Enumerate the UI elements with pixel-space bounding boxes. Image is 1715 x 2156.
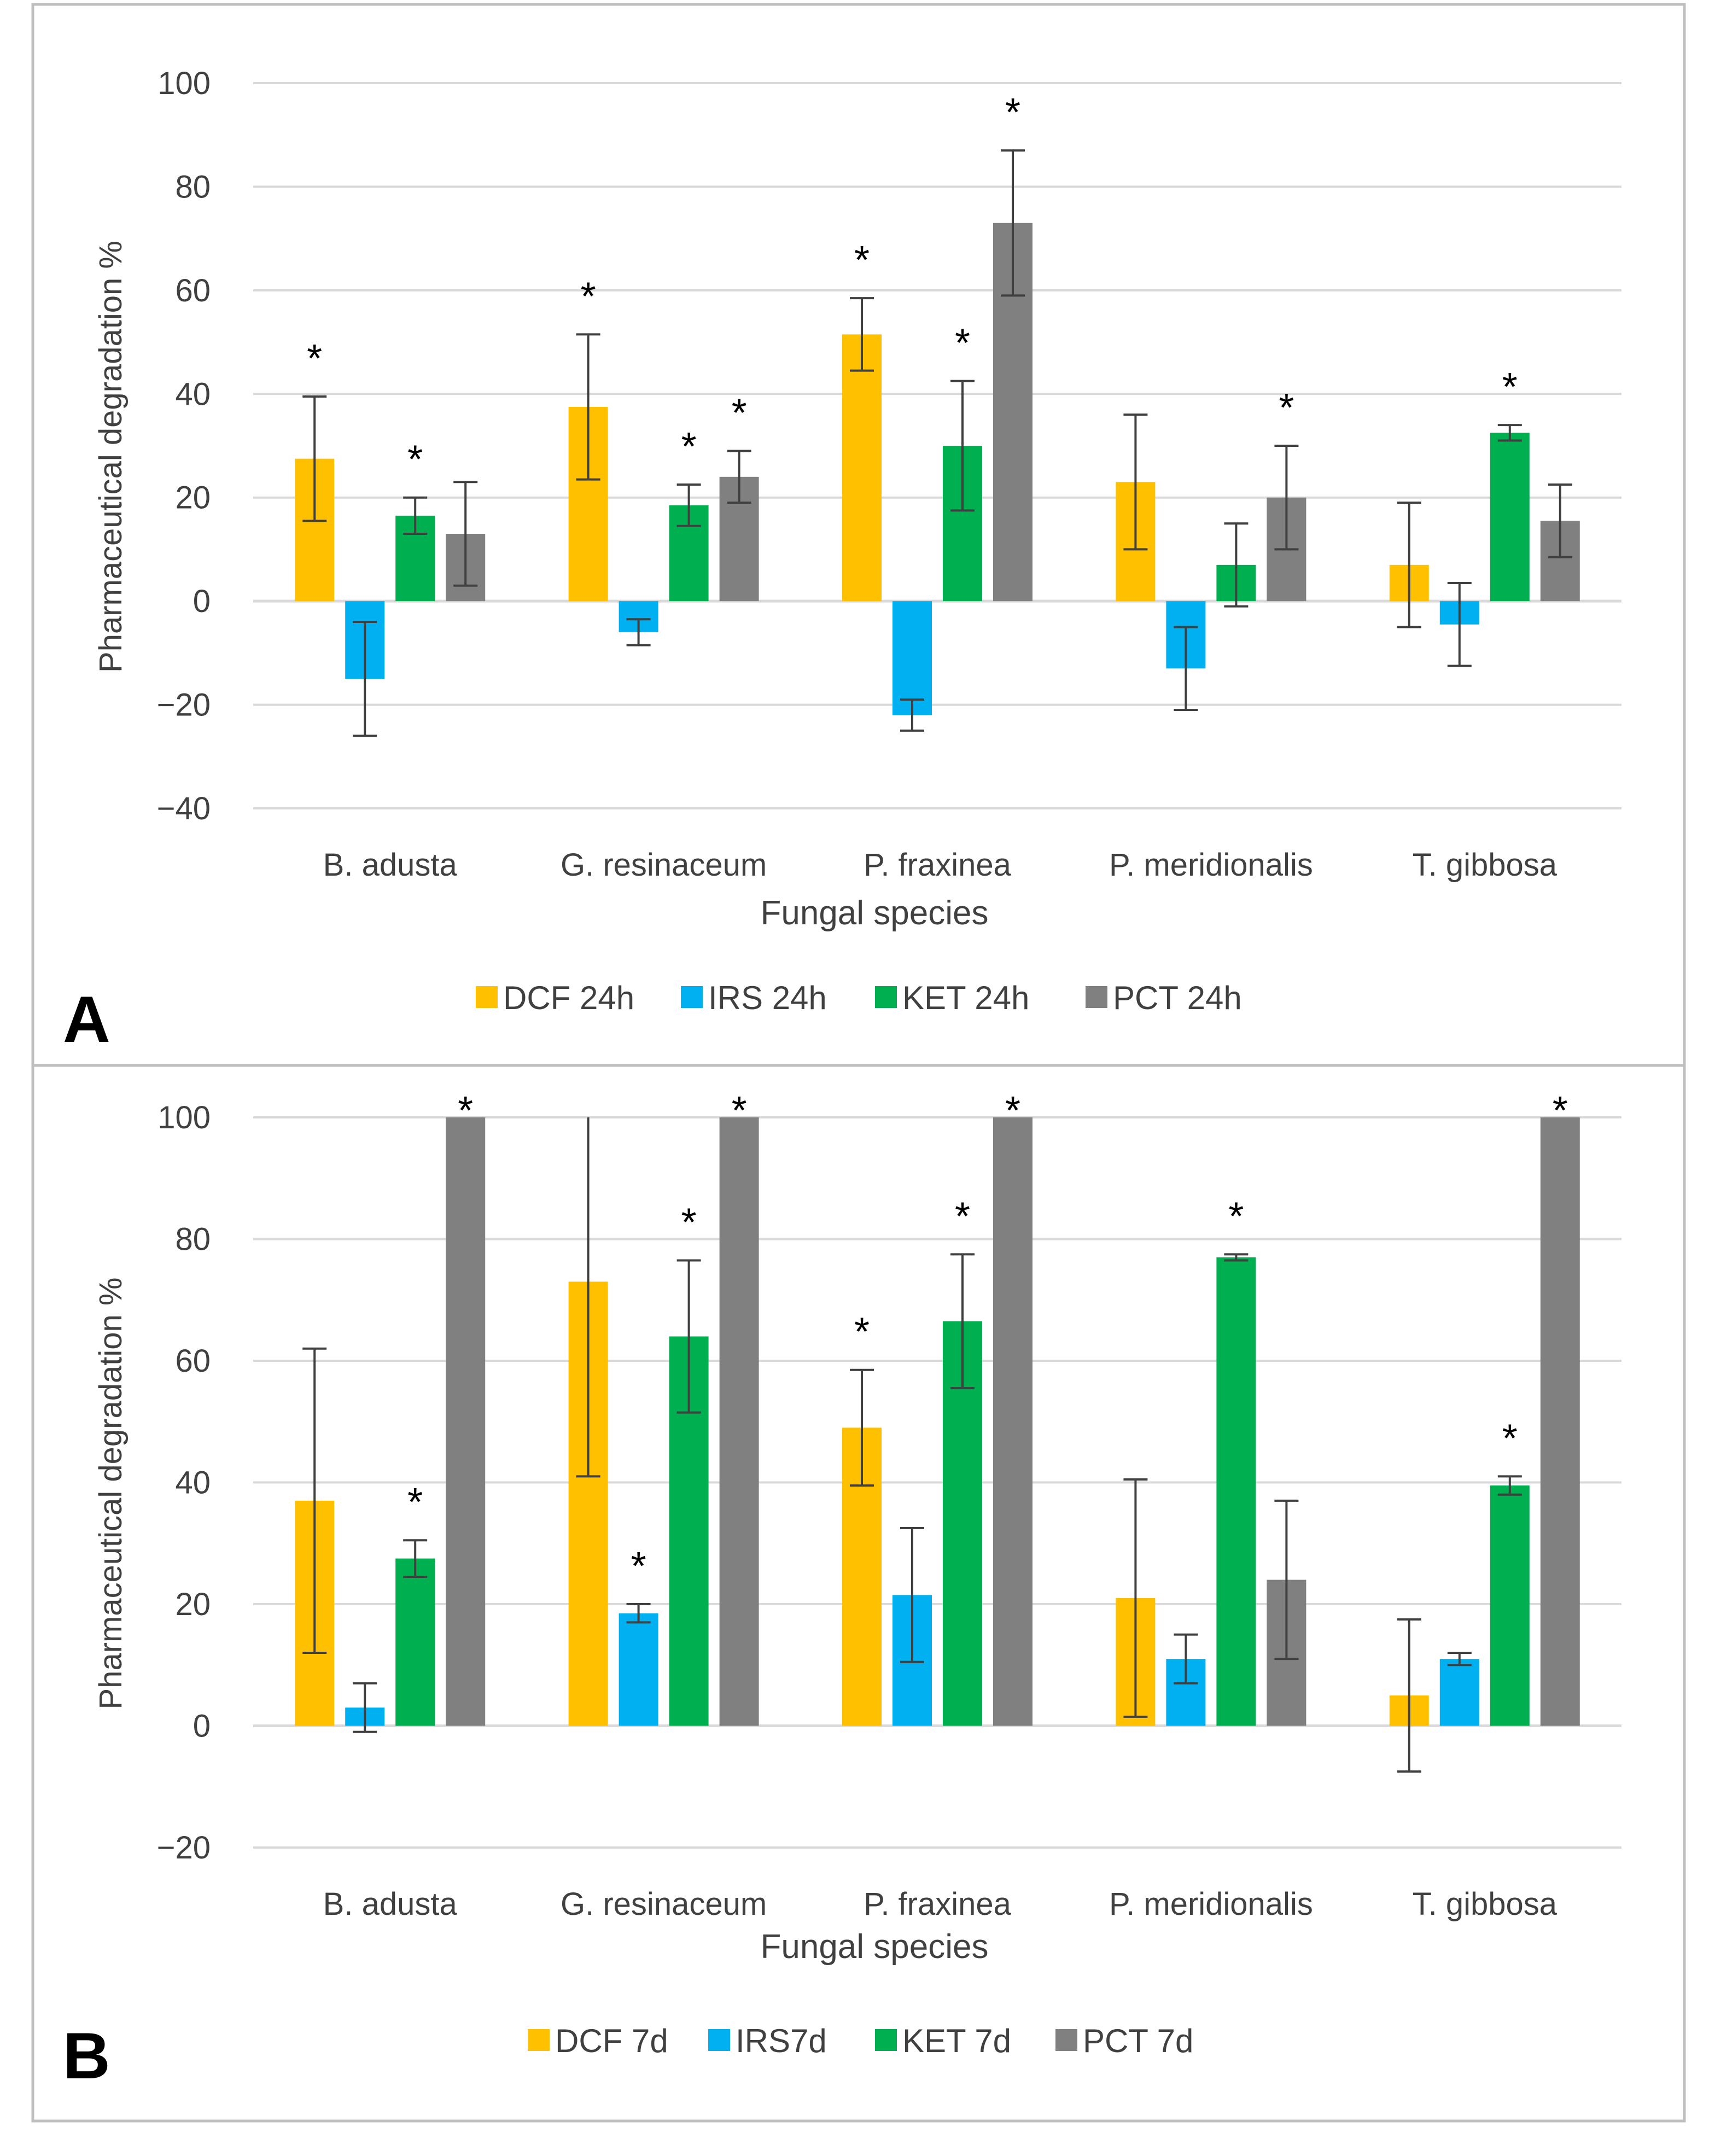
y-tick-label: 0 <box>193 1709 211 1744</box>
significance-marker: * <box>631 1545 646 1588</box>
significance-marker: * <box>732 1089 747 1133</box>
legend-label: PCT 24h <box>1113 980 1242 1016</box>
panel-b-frame <box>31 1064 1686 2123</box>
bar-pct <box>993 1117 1032 1726</box>
y-tick-label: −20 <box>157 687 211 723</box>
significance-marker: * <box>1553 1089 1568 1133</box>
significance-marker: * <box>407 1481 423 1524</box>
significance-marker: * <box>854 1310 870 1354</box>
significance-marker: * <box>1005 1089 1020 1133</box>
legend-swatch-pct <box>1055 2029 1077 2051</box>
legend-swatch-dcf <box>476 986 498 1008</box>
legend-label: KET 24h <box>902 980 1029 1016</box>
legend: DCF 7d IRS7d KET 7d PCT 7d <box>528 2023 1193 2059</box>
x-axis-title: Fungal species <box>760 1928 988 1966</box>
legend-label: IRS 24h <box>708 980 827 1016</box>
bar-ket <box>1490 433 1530 602</box>
legend-swatch-irs <box>708 2029 730 2051</box>
y-tick-label: 80 <box>175 169 211 205</box>
significance-marker: * <box>1502 365 1518 409</box>
significance-marker: * <box>1279 386 1294 430</box>
y-tick-label: 100 <box>158 66 211 101</box>
y-axis-title: Pharmaceutical degradation % <box>93 241 129 673</box>
x-tick-label: P. meridionalis <box>1109 847 1313 883</box>
bar-pct <box>719 1117 759 1726</box>
x-tick-label: P. fraxinea <box>864 1886 1012 1922</box>
significance-marker: * <box>1502 1417 1518 1460</box>
bar-pct <box>446 1117 486 1726</box>
x-tick-label: P. meridionalis <box>1109 1886 1313 1922</box>
y-tick-label: 0 <box>193 584 211 619</box>
y-tick-label: 40 <box>175 376 211 412</box>
bar-irs <box>892 601 932 715</box>
x-tick-label: B. adusta <box>323 847 458 883</box>
x-axis-title: Fungal species <box>760 894 988 932</box>
significance-marker: * <box>1228 1194 1244 1238</box>
bar-irs <box>1439 1659 1479 1726</box>
significance-marker: * <box>854 238 870 282</box>
legend: DCF 24h IRS 24h KET 24h PCT 24h <box>476 980 1242 1016</box>
significance-marker: * <box>681 1201 697 1244</box>
panel-a-letter: A <box>63 983 110 1056</box>
legend-swatch-ket <box>875 986 897 1008</box>
y-axis-title: Pharmaceutical degradation % <box>93 1278 129 1710</box>
significance-marker: * <box>458 1089 473 1133</box>
bar-pct <box>1540 1117 1580 1726</box>
y-tick-label: 20 <box>175 1587 211 1622</box>
y-tick-label: −40 <box>157 791 211 826</box>
bar-ket <box>1216 1257 1256 1726</box>
legend-label: DCF 24h <box>503 980 634 1016</box>
bar-dcf <box>842 334 882 602</box>
chart-b: −20 0 20 40 60 80 100 * * B. adusta * * * G. resinace… <box>93 1089 1621 2059</box>
significance-marker: * <box>732 391 747 435</box>
legend-label: DCF 7d <box>555 2023 668 2059</box>
panel-b-letter: B <box>63 2019 110 2093</box>
significance-marker: * <box>1005 91 1020 135</box>
y-tick-label: −20 <box>157 1830 211 1866</box>
y-tick-label: 20 <box>175 480 211 516</box>
chart-a: −40 −20 0 20 40 60 80 100 * * B. adusta * * * G. resin… <box>93 66 1621 1016</box>
y-tick-label: 60 <box>175 273 211 308</box>
legend-swatch-pct <box>1086 986 1107 1008</box>
significance-marker: * <box>955 322 970 365</box>
y-tick-label: 80 <box>175 1222 211 1257</box>
x-tick-label: T. gibbosa <box>1413 847 1558 883</box>
bar-ket <box>395 1558 435 1726</box>
x-tick-label: B. adusta <box>323 1886 458 1922</box>
x-tick-label: G. resinaceum <box>561 847 767 883</box>
legend-label: IRS7d <box>736 2023 827 2059</box>
legend-swatch-ket <box>875 2029 897 2051</box>
significance-marker: * <box>681 425 697 469</box>
legend-swatch-dcf <box>528 2029 550 2051</box>
x-tick-label: P. fraxinea <box>864 847 1012 883</box>
x-tick-label: G. resinaceum <box>561 1886 767 1922</box>
legend-label: KET 7d <box>902 2023 1011 2059</box>
significance-marker: * <box>407 438 423 482</box>
y-tick-label: 40 <box>175 1465 211 1501</box>
y-tick-label: 60 <box>175 1343 211 1379</box>
legend-swatch-irs <box>681 986 703 1008</box>
legend-label: PCT 7d <box>1083 2023 1193 2059</box>
significance-marker: * <box>581 275 596 318</box>
x-tick-label: T. gibbosa <box>1413 1886 1558 1922</box>
significance-marker: * <box>307 337 322 381</box>
bar-irs <box>619 1613 658 1726</box>
significance-marker: * <box>955 1194 970 1238</box>
y-tick-label: 100 <box>158 1100 211 1135</box>
bar-ket <box>1490 1485 1530 1726</box>
